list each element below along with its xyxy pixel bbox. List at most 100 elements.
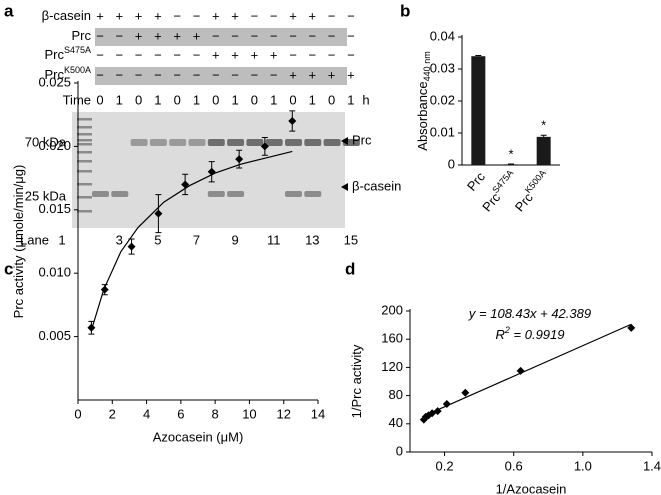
time: 0 [174,92,181,107]
x-axis-label: Azocasein (μM) [153,429,244,444]
casein-band [285,191,302,197]
annotation-part: y = 108.43x + 42.389 [468,306,591,321]
size-marker: 70 kDa [25,134,67,149]
y-tick-label: 0.010 [38,265,71,280]
sign: − [154,47,162,62]
y-axis-label-part: Prc activity (μmole/min/μg) [11,165,26,319]
sign: − [135,47,143,62]
bar [536,136,551,165]
y-axis-label-part: 440 nm [422,51,432,81]
y-tick-label: 0 [396,443,403,458]
y-tick-label: 200 [381,302,403,317]
marker-band [77,133,92,136]
annotation: R2 = 0.9919 [496,325,565,342]
sign: + [154,28,162,43]
sign: − [251,28,259,43]
x-tick-label: Prc [464,169,488,194]
y-axis-label: Prc activity (μmole/min/μg) [11,165,26,319]
sign: − [231,67,239,82]
time: 0 [135,92,142,107]
sign: + [347,67,355,82]
lane-number: 7 [193,232,200,247]
marker-band [77,126,92,129]
lane-number: 11 [267,232,281,247]
y-tick-label: 0.03 [430,60,455,75]
y-tick-label: 0.025 [38,74,71,89]
sign: − [289,28,297,43]
bar [471,56,486,166]
sign: − [212,28,220,43]
y-tick-label: 0.020 [38,138,71,153]
prc-band [265,139,283,146]
sign: − [173,47,181,62]
sign: − [251,8,259,23]
sign: + [270,47,278,62]
marker-band [77,118,92,121]
time: 1 [270,92,277,107]
sign: − [173,8,181,23]
point [127,242,136,251]
x-tick-label: PrcK500A [511,168,554,215]
casein-band [92,191,109,197]
sign: − [251,67,259,82]
sign: + [193,28,201,43]
row-label: PrcK500A [44,65,91,82]
y-tick-label: 40 [389,415,403,430]
lane-label: Lane [20,232,49,247]
prc-band [304,139,322,146]
sign: − [135,67,143,82]
marker-band [77,160,92,163]
lane-number: 3 [116,232,123,247]
x-tick-label-part: Prc [464,169,488,194]
x-tick-label: 10 [242,406,256,421]
row-shade [95,28,347,46]
bar [504,164,518,165]
row-label: Prc [72,28,92,43]
annotation: y = 108.43x + 42.389 [468,306,591,321]
sign: − [309,28,317,43]
band-label: β-casein [352,178,401,193]
point [154,209,163,218]
sign: − [289,47,297,62]
sign: + [135,28,143,43]
sign: − [116,67,124,82]
sign: − [96,28,104,43]
time: 0 [289,92,296,107]
sign: − [193,47,201,62]
band-label: Prc [352,132,372,147]
y-axis-label-part: Absorbance [415,81,430,150]
sign: − [173,67,181,82]
fit-line [90,150,293,331]
sign: + [154,8,162,23]
row-label-part: Prc [44,47,64,62]
sign: − [270,8,278,23]
sign: − [328,47,336,62]
lane-number: 15 [344,232,358,247]
row-label-part: β-casein [42,8,91,23]
marker-band [77,196,92,199]
sign: + [231,47,239,62]
prc-band [149,139,167,146]
sign: − [309,47,317,62]
sign: − [347,47,355,62]
x-tick-label-part: S475A [490,168,515,195]
y-axis-label: 1/Prc activity [349,344,364,418]
casein-band [304,191,322,197]
sign: − [328,28,336,43]
time: 1 [193,92,200,107]
time: 1 [309,92,316,107]
row-label-part: Prc [72,28,92,43]
marker-band [77,143,92,146]
error-bar [540,134,547,137]
time: 1 [154,92,161,107]
marker-band [77,170,92,173]
sign: + [309,67,317,82]
gel-image [72,112,345,228]
prc-band [188,139,206,146]
x-tick-label: 1.4 [643,458,661,473]
sign: − [347,8,355,23]
sign: − [154,67,162,82]
x-tick-label-part: Prc [512,190,536,215]
x-tick-label: 1.0 [574,458,592,473]
casein-band [207,191,225,197]
